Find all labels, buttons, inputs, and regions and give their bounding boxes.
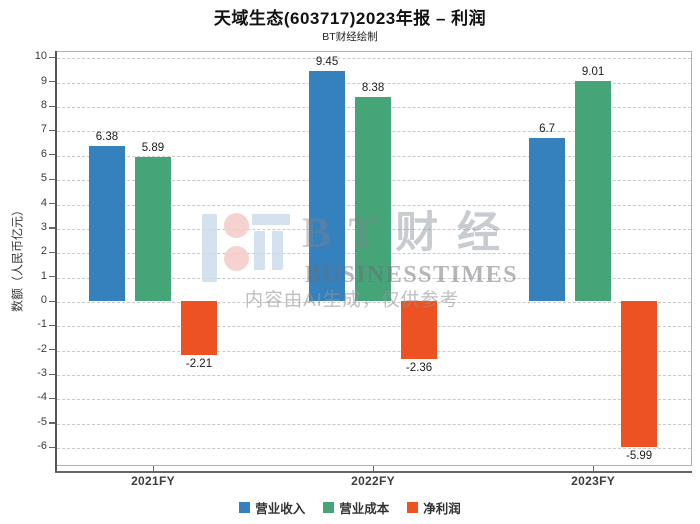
y-tick-label: 10 <box>34 50 47 63</box>
bar-value-label: -2.21 <box>185 357 213 370</box>
gridline <box>57 58 691 60</box>
y-axis-tick <box>49 105 55 107</box>
gridline <box>57 423 691 425</box>
y-axis-line <box>55 51 57 472</box>
bar <box>401 301 438 359</box>
y-axis-tick <box>49 56 55 59</box>
bar-value-label: -5.99 <box>625 449 653 462</box>
y-tick-label: 4 <box>40 196 47 209</box>
y-tick-label: -5 <box>37 415 47 428</box>
bar <box>309 70 346 302</box>
y-axis-tick <box>49 422 55 424</box>
y-axis-tick <box>49 129 55 132</box>
legend-swatch <box>239 502 251 513</box>
y-axis-tick <box>49 203 55 205</box>
y-axis-tick <box>49 349 55 351</box>
gridline <box>57 350 691 352</box>
gridline <box>57 448 691 450</box>
y-tick-label: -1 <box>37 318 47 331</box>
gridline <box>57 375 691 377</box>
y-tick-label: 2 <box>40 245 47 258</box>
bar-value-label: 9.01 <box>581 66 605 79</box>
y-axis-tick <box>49 154 55 156</box>
bar <box>88 145 125 302</box>
x-category-label: 2021FY <box>131 474 175 488</box>
y-tick-label: 0 <box>40 294 47 307</box>
y-axis-tick <box>49 300 55 302</box>
y-tick-label: 5 <box>40 172 47 185</box>
bar <box>355 96 392 302</box>
y-tick-label: 9 <box>40 74 47 87</box>
gridline <box>57 302 691 304</box>
chart-subtitle: BT财经绘制 <box>322 31 378 43</box>
y-axis-tick <box>49 81 55 83</box>
y-tick-label: 3 <box>40 220 47 233</box>
bar <box>134 157 171 302</box>
y-axis-tick <box>49 251 55 253</box>
bar-value-label: 5.89 <box>141 142 165 155</box>
x-category-label: 2023FY <box>571 474 616 488</box>
gridline <box>57 399 691 401</box>
y-axis-tick <box>49 446 55 448</box>
legend-swatch <box>407 502 419 513</box>
y-tick-label: 8 <box>40 99 47 112</box>
legend-item: 净利润 <box>407 498 461 517</box>
bar-value-label: -2.36 <box>405 361 433 374</box>
bar <box>180 301 217 355</box>
legend-item: 营业收入 <box>239 498 305 517</box>
y-tick-label: 1 <box>40 269 47 282</box>
gridline <box>57 326 691 328</box>
legend-item: 营业成本 <box>323 498 389 517</box>
legend-label: 营业成本 <box>339 502 390 516</box>
y-axis-tick <box>49 227 55 229</box>
chart-title: 天域生态(603717)2023年报 – 利润 <box>213 9 487 28</box>
y-tick-label: -6 <box>37 440 47 453</box>
y-axis-tick <box>49 324 55 327</box>
y-tick-label: 7 <box>40 123 47 136</box>
y-tick-label: -4 <box>37 391 47 404</box>
bar-value-label: 6.7 <box>539 122 556 135</box>
y-tick-label: -3 <box>37 367 47 380</box>
bar <box>575 81 612 302</box>
y-tick-label: -2 <box>37 342 47 355</box>
y-axis-tick <box>49 397 55 400</box>
x-axis-tick <box>152 466 155 471</box>
x-category-label: 2022FY <box>351 474 395 488</box>
legend-swatch <box>323 502 335 513</box>
bar <box>621 301 658 447</box>
bar-value-label: 8.38 <box>361 81 385 94</box>
y-tick-label: 6 <box>40 147 47 160</box>
gridline <box>57 82 691 84</box>
bar-value-label: 6.38 <box>95 130 119 143</box>
y-axis-tick <box>49 373 55 375</box>
x-axis-tick <box>373 466 375 471</box>
y-axis-tick <box>49 178 55 180</box>
legend: 营业收入 营业成本 净利润 <box>0 498 700 517</box>
x-axis-line <box>55 471 692 473</box>
legend-label: 净利润 <box>423 502 461 516</box>
legend-label: 营业收入 <box>255 502 306 516</box>
y-axis-tick <box>49 276 55 278</box>
x-axis-tick <box>593 466 595 471</box>
bar-value-label: 9.45 <box>315 55 339 68</box>
bar <box>529 137 566 302</box>
